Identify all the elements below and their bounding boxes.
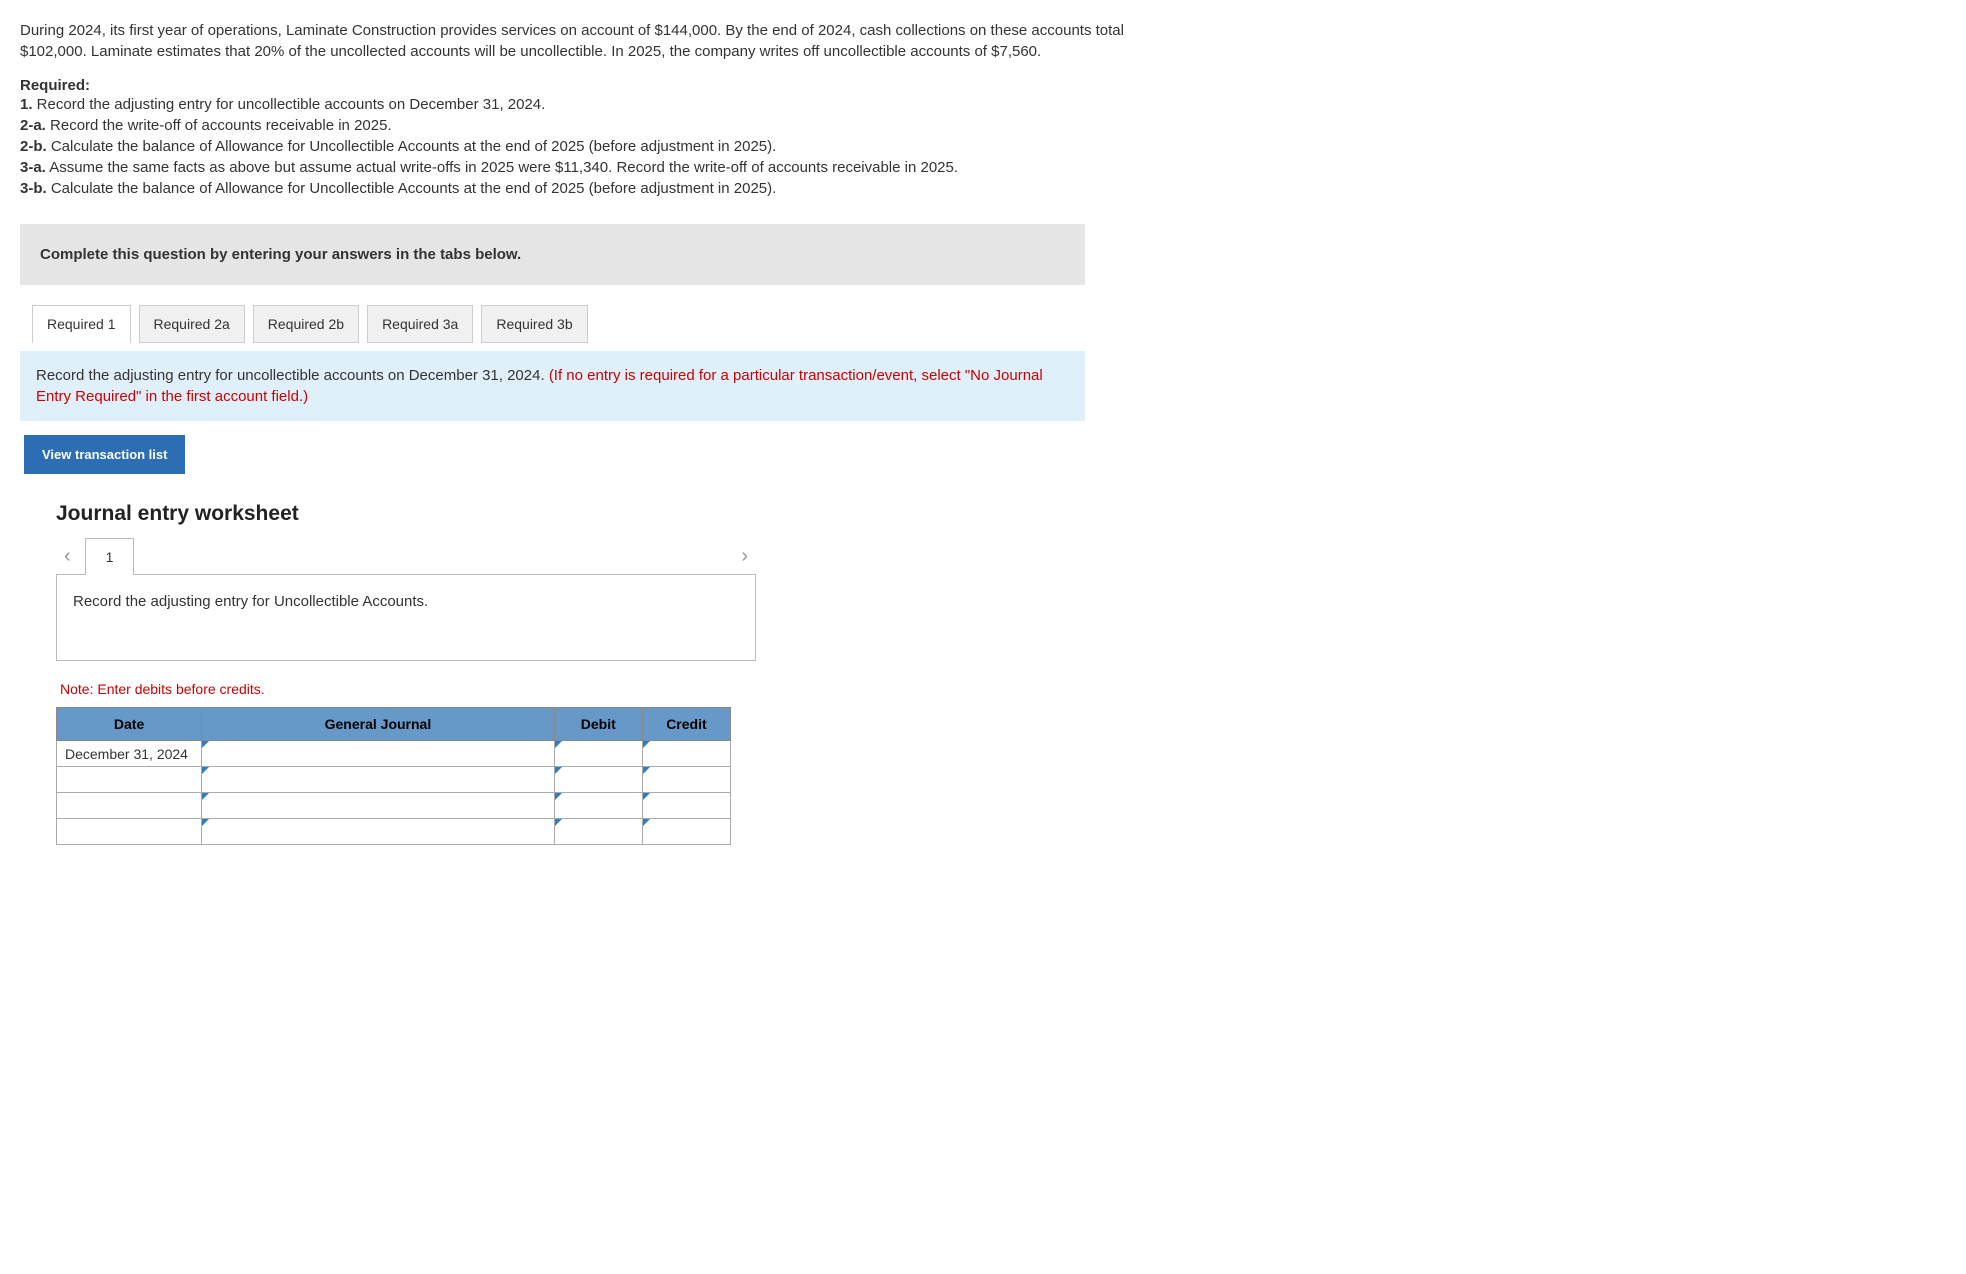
cell-debit-3[interactable]: [554, 793, 642, 819]
journal-table: Date General Journal Debit Credit Decemb…: [56, 707, 731, 845]
cell-date-3[interactable]: [57, 793, 202, 819]
note-text: Note: Enter debits before credits.: [60, 681, 771, 697]
req-text-3b: Calculate the balance of Allowance for U…: [47, 180, 777, 197]
req-num-3a: 3-a.: [20, 159, 46, 176]
req-text-3a: Assume the same facts as above but assum…: [46, 159, 958, 176]
req-text-2a: Record the write-off of accounts receiva…: [46, 117, 392, 134]
problem-intro: During 2024, its first year of operation…: [20, 20, 1150, 62]
cell-debit-1[interactable]: [554, 741, 642, 767]
cell-date-4[interactable]: [57, 819, 202, 845]
tab-required-3a[interactable]: Required 3a: [367, 305, 473, 343]
tab-required-2b[interactable]: Required 2b: [253, 305, 359, 343]
entry-page-number[interactable]: 1: [85, 538, 135, 575]
col-header-date: Date: [57, 708, 202, 741]
req-num-1: 1.: [20, 96, 33, 113]
req-item-3a: 3-a. Assume the same facts as above but …: [20, 157, 1946, 178]
journal-worksheet: Journal entry worksheet ‹ 1 › Record the…: [56, 502, 771, 845]
cell-credit-3[interactable]: [642, 793, 730, 819]
answer-panel: Complete this question by entering your …: [20, 224, 1085, 845]
next-entry-arrow[interactable]: ›: [733, 539, 756, 574]
cell-debit-4[interactable]: [554, 819, 642, 845]
req-item-2a: 2-a. Record the write-off of accounts re…: [20, 115, 1946, 136]
required-label: Required:: [20, 77, 1946, 94]
required-section: Required: 1. Record the adjusting entry …: [20, 77, 1946, 199]
cell-debit-2[interactable]: [554, 767, 642, 793]
entry-description: Record the adjusting entry for Uncollect…: [73, 593, 428, 610]
req-item-2b: 2-b. Calculate the balance of Allowance …: [20, 136, 1946, 157]
tab-required-3b[interactable]: Required 3b: [481, 305, 587, 343]
cell-account-3[interactable]: [202, 793, 555, 819]
entry-description-box: Record the adjusting entry for Uncollect…: [56, 574, 756, 661]
worksheet-nav: ‹ 1 ›: [56, 538, 756, 575]
col-header-credit: Credit: [642, 708, 730, 741]
tab-content-instruction: Record the adjusting entry for uncollect…: [20, 351, 1085, 421]
req-num-3b: 3-b.: [20, 180, 47, 197]
tabs-row: Required 1 Required 2a Required 2b Requi…: [20, 305, 1085, 343]
tab-instruction-main: Record the adjusting entry for uncollect…: [36, 367, 549, 384]
panel-instruction: Complete this question by entering your …: [20, 224, 1085, 285]
worksheet-title: Journal entry worksheet: [56, 502, 771, 526]
cell-credit-2[interactable]: [642, 767, 730, 793]
req-item-3b: 3-b. Calculate the balance of Allowance …: [20, 178, 1946, 199]
col-header-general-journal: General Journal: [202, 708, 555, 741]
req-num-2b: 2-b.: [20, 138, 47, 155]
prev-entry-arrow[interactable]: ‹: [56, 539, 79, 574]
req-num-2a: 2-a.: [20, 117, 46, 134]
view-transaction-list-button[interactable]: View transaction list: [24, 435, 185, 474]
req-item-1: 1. Record the adjusting entry for uncoll…: [20, 94, 1946, 115]
tab-required-1[interactable]: Required 1: [32, 305, 131, 343]
req-text-1: Record the adjusting entry for uncollect…: [33, 96, 546, 113]
cell-credit-1[interactable]: [642, 741, 730, 767]
req-text-2b: Calculate the balance of Allowance for U…: [47, 138, 777, 155]
cell-date-1[interactable]: December 31, 2024: [57, 741, 202, 767]
cell-account-2[interactable]: [202, 767, 555, 793]
cell-account-1[interactable]: [202, 741, 555, 767]
cell-credit-4[interactable]: [642, 819, 730, 845]
cell-date-2[interactable]: [57, 767, 202, 793]
col-header-debit: Debit: [554, 708, 642, 741]
cell-account-4[interactable]: [202, 819, 555, 845]
tab-required-2a[interactable]: Required 2a: [139, 305, 245, 343]
